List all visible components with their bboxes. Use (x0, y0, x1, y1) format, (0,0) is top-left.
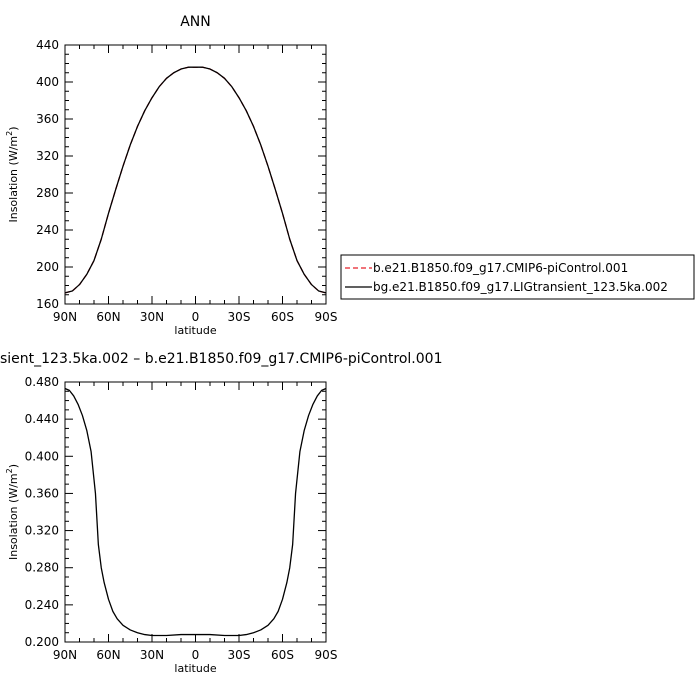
x-tick-label: 0 (192, 648, 200, 662)
x-tick-label: 90N (53, 648, 77, 662)
plot-frame (64, 381, 327, 643)
x-tick-label: 60N (96, 310, 120, 324)
legend-label: b.e21.B1850.f09_g17.CMIP6-piControl.001 (373, 261, 628, 275)
x-tick-label: 0 (192, 310, 200, 324)
y-tick-label: 0.200 (25, 635, 59, 649)
y-tick-label: 160 (36, 297, 59, 311)
y-tick-label: 0.360 (25, 486, 59, 500)
x-tick-label: 30S (228, 310, 251, 324)
x-tick-label: 90S (315, 648, 338, 662)
x-axis-label: latitude (174, 662, 216, 675)
y-tick-label: 0.440 (25, 412, 59, 426)
y-tick-label: 0.240 (25, 598, 59, 612)
chart-title: LIGtransient_123.5ka.002 – b.e21.B1850.f… (0, 351, 442, 367)
y-tick-label: 400 (36, 75, 59, 89)
y-tick-label: 240 (36, 223, 59, 237)
y-tick-label: 0.480 (25, 375, 59, 389)
y-tick-label: 320 (36, 149, 59, 163)
x-tick-label: 30N (140, 648, 164, 662)
x-tick-label: 60N (96, 648, 120, 662)
y-tick-label: 0.320 (25, 524, 59, 538)
y-tick-label: 0.400 (25, 449, 59, 463)
x-tick-label: 30N (140, 310, 164, 324)
series-line-0 (64, 387, 327, 637)
x-tick-label: 90N (53, 310, 77, 324)
x-tick-label: 90S (315, 310, 338, 324)
y-tick-label: 360 (36, 112, 59, 126)
top-panel: 90N 60N 30N 0 30S 60S 90S 160 200 240 280 320 360 400… (5, 14, 337, 337)
plot-frame (64, 44, 327, 305)
chart-title: ANN (180, 14, 211, 30)
series-line-0 (64, 66, 327, 294)
y-tick-label: 280 (36, 186, 59, 200)
legend-box (340, 254, 695, 300)
y-tick-label: 200 (36, 260, 59, 274)
x-tick-label: 30S (228, 648, 251, 662)
y-tick-label: 0.280 (25, 561, 59, 575)
y-axis-label: Insolation (W/m2) (5, 464, 20, 560)
x-axis-label: latitude (174, 324, 216, 337)
y-axis-label: Insolation (W/m2) (5, 126, 20, 222)
legend: b.e21.B1850.f09_g17.CMIP6-piControl.001b… (340, 254, 695, 300)
x-tick-label: 60S (271, 648, 294, 662)
x-tick-label: 60S (271, 310, 294, 324)
series-line-1 (64, 66, 327, 294)
bottom-panel: 90N 60N 30N 0 30S 60S 90S 0.200 0.240 0.280 0.320 0… (0, 351, 442, 675)
y-tick-label: 440 (36, 38, 59, 52)
legend-label: bg.e21.B1850.f09_g17.LIGtransient_123.5k… (373, 280, 668, 294)
